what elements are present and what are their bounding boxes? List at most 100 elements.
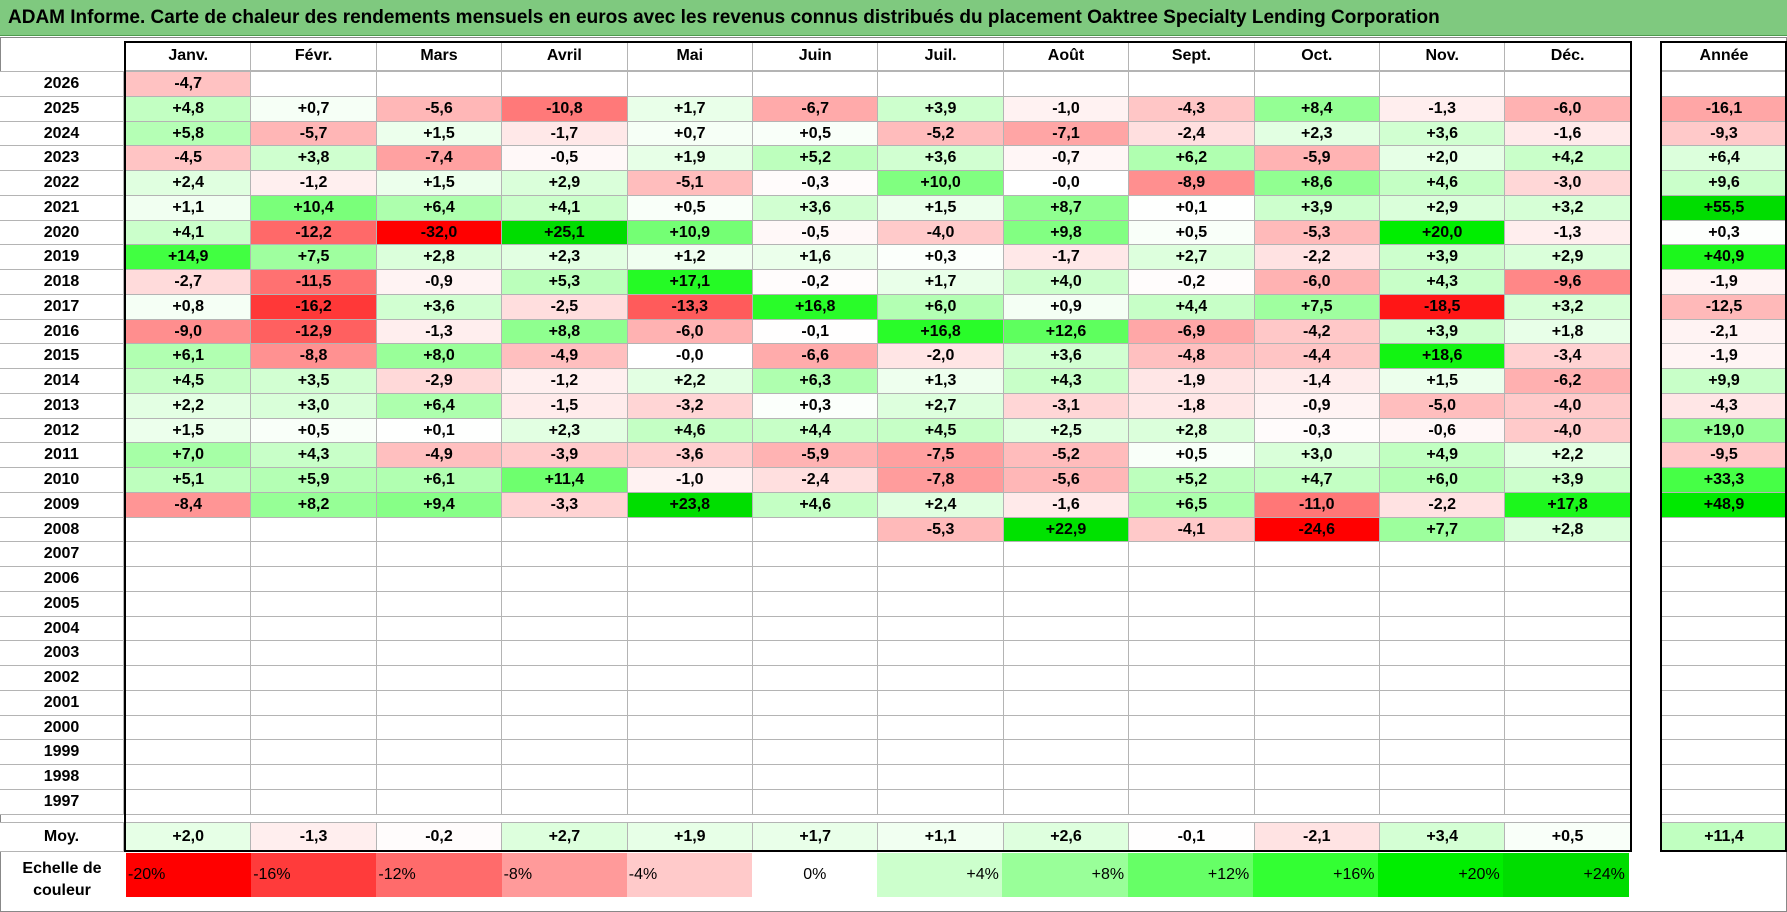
empty-cell bbox=[1002, 739, 1130, 765]
year-label: 2014 bbox=[0, 368, 124, 394]
heatmap-cell: -7,4 bbox=[375, 145, 503, 171]
heatmap-cell: +4,2 bbox=[1504, 145, 1631, 171]
month-header: Sept. bbox=[1128, 41, 1255, 71]
heatmap-cell: +5,1 bbox=[125, 467, 252, 493]
heatmap-cell: -4,0 bbox=[1504, 417, 1631, 444]
heatmap-cell: -5,2 bbox=[1002, 442, 1130, 468]
heatmap-cell: -13,3 bbox=[626, 293, 753, 320]
empty-cell bbox=[501, 615, 628, 642]
empty-cell bbox=[1504, 665, 1631, 691]
average-cell: -0,1 bbox=[1128, 821, 1255, 852]
heatmap-cell: +2,7 bbox=[1128, 244, 1255, 270]
empty-cell bbox=[375, 566, 503, 592]
heatmap-cell: +5,2 bbox=[1128, 467, 1255, 493]
heatmap-cell: -2,2 bbox=[1379, 491, 1506, 518]
year-label: 2001 bbox=[0, 689, 124, 716]
heatmap-cell: -4,0 bbox=[1504, 392, 1631, 419]
heatmap-cell: +4,4 bbox=[752, 417, 879, 444]
empty-cell bbox=[626, 516, 753, 543]
heatmap-cell: +0,7 bbox=[250, 95, 377, 122]
empty-cell bbox=[752, 541, 879, 567]
heatmap-cell: +2,4 bbox=[125, 170, 252, 196]
color-scale-swatch: -4% bbox=[626, 853, 753, 897]
empty-cell bbox=[1128, 615, 1255, 642]
heatmap-cell: -1,0 bbox=[626, 467, 753, 493]
heatmap-cell: -4,1 bbox=[1128, 516, 1255, 543]
empty-cell bbox=[1253, 615, 1380, 642]
empty-cell bbox=[752, 566, 879, 592]
heatmap-cell: -8,4 bbox=[125, 491, 252, 518]
annual-cell: -2,1 bbox=[1661, 318, 1787, 345]
heatmap-cell: -3,2 bbox=[626, 392, 753, 419]
heatmap-cell: +10,9 bbox=[626, 219, 753, 246]
annual-cell: +48,9 bbox=[1661, 491, 1787, 518]
empty-cell bbox=[125, 566, 252, 592]
empty-cell bbox=[626, 665, 753, 691]
average-cell: +3,4 bbox=[1379, 821, 1506, 852]
chart-title: ADAM Informe. Carte de chaleur des rende… bbox=[0, 0, 1787, 36]
color-scale-swatch: -16% bbox=[251, 853, 377, 897]
empty-cell bbox=[1002, 788, 1130, 815]
heatmap-cell: -32,0 bbox=[375, 219, 503, 246]
empty-cell bbox=[1379, 665, 1506, 691]
empty-annual-cell bbox=[1661, 764, 1787, 790]
empty-cell bbox=[375, 590, 503, 617]
empty-cell bbox=[1379, 764, 1506, 790]
year-label: 2009 bbox=[0, 491, 124, 518]
empty-cell bbox=[1504, 566, 1631, 592]
empty-cell bbox=[375, 615, 503, 642]
empty-cell bbox=[1253, 788, 1380, 815]
average-cell: -1,3 bbox=[250, 821, 377, 852]
empty-annual-cell bbox=[1661, 541, 1787, 567]
heatmap-cell: +7,0 bbox=[125, 442, 252, 468]
average-cell: +2,7 bbox=[501, 821, 628, 852]
heatmap-cell: -1,3 bbox=[375, 318, 503, 345]
empty-cell bbox=[1253, 71, 1380, 97]
heatmap-cell: +0,5 bbox=[250, 417, 377, 444]
empty-cell bbox=[501, 516, 628, 543]
heatmap-cell: -0,7 bbox=[1002, 145, 1130, 171]
heatmap-cell: +0,3 bbox=[752, 392, 879, 419]
average-cell: -0,2 bbox=[375, 821, 503, 852]
empty-cell bbox=[752, 71, 879, 97]
color-scale-swatch: +12% bbox=[1127, 853, 1254, 897]
year-label: 2005 bbox=[0, 590, 124, 617]
heatmap-cell: -0,2 bbox=[752, 269, 879, 295]
heatmap-cell: +8,6 bbox=[1253, 170, 1380, 196]
heatmap-cell: -0,9 bbox=[1253, 392, 1380, 419]
heatmap-cell: -5,0 bbox=[1379, 392, 1506, 419]
annual-cell: +40,9 bbox=[1661, 244, 1787, 270]
empty-cell bbox=[752, 764, 879, 790]
empty-cell bbox=[501, 590, 628, 617]
heatmap-cell: +1,3 bbox=[877, 368, 1004, 394]
heatmap-cell: -1,3 bbox=[1379, 95, 1506, 122]
heatmap-cell: +10,0 bbox=[877, 170, 1004, 196]
color-scale-swatch: +16% bbox=[1252, 853, 1379, 897]
empty-cell bbox=[1128, 764, 1255, 790]
empty-cell bbox=[1379, 689, 1506, 716]
heatmap-cell: -1,7 bbox=[501, 120, 628, 147]
empty-cell bbox=[626, 71, 753, 97]
heatmap-cell: +6,1 bbox=[125, 343, 252, 369]
heatmap-cell: +2,9 bbox=[501, 170, 628, 196]
year-label: 2003 bbox=[0, 640, 124, 666]
heatmap-cell: +0,5 bbox=[1128, 442, 1255, 468]
heatmap-cell: +4,1 bbox=[125, 219, 252, 246]
heatmap-cell: +4,3 bbox=[250, 442, 377, 468]
heatmap-cell: +2,2 bbox=[1504, 442, 1631, 468]
empty-annual-cell bbox=[1661, 714, 1787, 741]
empty-cell bbox=[877, 739, 1004, 765]
heatmap-cell: +1,5 bbox=[375, 170, 503, 196]
empty-cell bbox=[1253, 590, 1380, 617]
empty-annual-cell bbox=[1661, 640, 1787, 666]
heatmap-cell: +6,4 bbox=[375, 392, 503, 419]
empty-cell bbox=[752, 665, 879, 691]
empty-cell bbox=[1504, 615, 1631, 642]
heatmap-cell: -4,8 bbox=[1128, 343, 1255, 369]
color-scale-swatch: +20% bbox=[1378, 853, 1504, 897]
empty-cell bbox=[125, 689, 252, 716]
heatmap-cell: -8,8 bbox=[250, 343, 377, 369]
color-scale-swatch: 0% bbox=[752, 853, 878, 897]
heatmap-cell: +0,1 bbox=[1128, 194, 1255, 221]
empty-cell bbox=[877, 590, 1004, 617]
